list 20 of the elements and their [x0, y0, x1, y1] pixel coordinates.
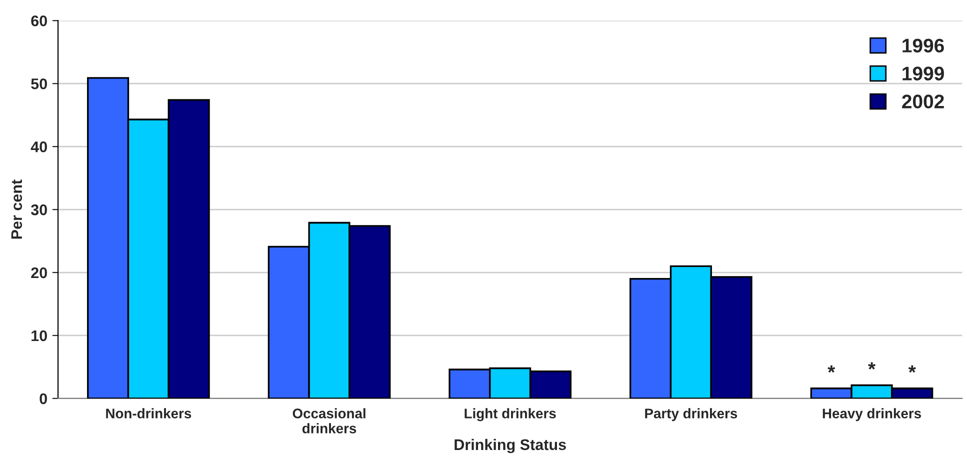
legend-label: 1999	[902, 66, 944, 80]
legend-label: 1996	[902, 38, 944, 52]
data-label: *	[828, 365, 836, 373]
y-tick-label: 10	[32, 330, 47, 342]
y-axis-title: Per cent	[11, 180, 22, 239]
y-tick-label: 40	[30, 141, 47, 152]
x-axis-title: Drinking Status	[454, 438, 566, 454]
x-tick-label: Light drinkers	[464, 408, 556, 422]
y-tick-label: 60	[31, 15, 47, 26]
x-tick-label: Occasional drinkers	[292, 408, 366, 434]
y-tick-label: 50	[31, 78, 47, 90]
y-tick-label: 20	[31, 267, 47, 278]
data-label: *	[868, 362, 876, 370]
x-tick-label: Party drinkers	[645, 408, 738, 422]
x-tick-label: Heavy drinkers	[822, 408, 921, 422]
legend-label: 2002	[902, 94, 944, 108]
x-tick-label: Non-drinkers	[106, 408, 192, 418]
y-tick-label: 30	[30, 204, 47, 216]
y-tick-label: 0	[40, 393, 47, 404]
data-label: *	[908, 365, 916, 373]
